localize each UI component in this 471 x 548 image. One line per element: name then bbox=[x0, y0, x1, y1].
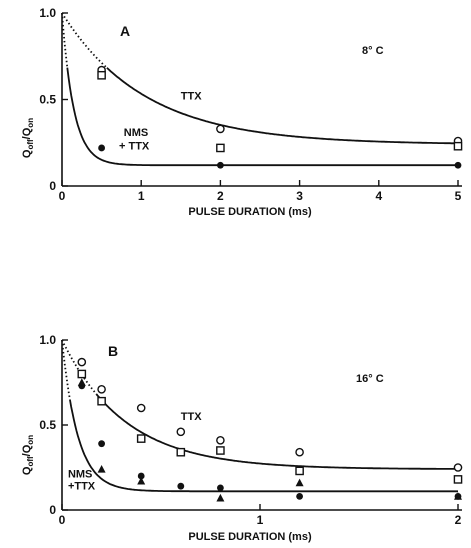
panel-b-point-open-square bbox=[296, 467, 303, 474]
panel-a-y-axis-title-sub-off: off bbox=[26, 139, 35, 150]
panel-b-point-open-circle bbox=[78, 359, 85, 366]
panel-a: 1.0 0.5 0 0 1 2 3 4 5 PULSE DURATION (ms… bbox=[21, 6, 462, 218]
panel-b-y-axis-title-sub-off: off bbox=[26, 456, 35, 467]
panel-b-point-open-square bbox=[138, 435, 145, 442]
panel-a-y-axis-title-sep: /Q bbox=[21, 127, 33, 139]
panel-a-xtick-label: 3 bbox=[296, 189, 303, 203]
panel-b-point-filled-circle bbox=[177, 483, 184, 490]
panel-a-ytick-label: 1.0 bbox=[39, 6, 56, 20]
panel-a-annotation-plus-ttx: + TTX bbox=[119, 141, 150, 153]
panel-b-point-open-circle bbox=[296, 449, 303, 456]
panel-a-letter: A bbox=[120, 23, 130, 39]
panel-b-point-open-circle bbox=[138, 404, 145, 411]
panel-b-point-open-square bbox=[217, 447, 224, 454]
panel-a-point-open-circle bbox=[217, 125, 224, 132]
panel-a-xtick-label: 5 bbox=[455, 189, 462, 203]
panel-b-data-points bbox=[78, 359, 462, 502]
panel-b-point-filled-triangle bbox=[98, 465, 106, 473]
panel-a-point-filled-circle bbox=[98, 145, 105, 152]
panel-b-y-axis-title: Qoff/Qon bbox=[21, 435, 35, 475]
panel-b-point-open-circle bbox=[98, 386, 105, 393]
panel-a-y-axis-title-sub-on: on bbox=[26, 118, 35, 128]
panel-b-xtick-label: 1 bbox=[257, 513, 264, 527]
panel-b-fit-curve-dotted bbox=[62, 340, 70, 400]
panel-a-point-filled-circle bbox=[455, 162, 462, 169]
panel-b-xtick-label: 0 bbox=[59, 513, 66, 527]
panel-a-fit-curve-dotted bbox=[62, 13, 107, 68]
panel-b-point-open-square bbox=[98, 398, 105, 405]
panel-b-x-axis-title: PULSE DURATION (ms) bbox=[188, 531, 312, 543]
panel-b-point-open-circle bbox=[454, 464, 461, 471]
panel-b-point-filled-circle bbox=[217, 485, 224, 492]
panel-a-xtick-label: 1 bbox=[138, 189, 145, 203]
panel-b-annotation-plus-ttx: +TTX bbox=[68, 481, 96, 493]
panel-b-point-open-square bbox=[177, 449, 184, 456]
panel-a-point-open-square bbox=[454, 143, 461, 150]
panel-b-letter: B bbox=[108, 343, 118, 359]
panel-b-y-axis-title-sub-on: on bbox=[26, 435, 35, 445]
panel-a-temperature-label: 8° C bbox=[362, 45, 384, 57]
panel-b: 1.0 0.5 0 0 1 2 PULSE DURATION (ms) Qoff… bbox=[21, 333, 462, 543]
panel-a-annotation-nms: NMS bbox=[124, 127, 148, 139]
panel-b-point-filled-triangle bbox=[296, 479, 304, 487]
panel-a-ytick-label: 0 bbox=[49, 179, 56, 193]
panel-b-point-open-square bbox=[78, 370, 85, 377]
panel-a-x-axis-title: PULSE DURATION (ms) bbox=[188, 206, 312, 218]
panel-b-point-filled-circle bbox=[98, 440, 105, 447]
panel-b-point-filled-triangle bbox=[137, 477, 145, 485]
panel-b-axes bbox=[62, 340, 462, 510]
panel-b-annotation-ttx: TTX bbox=[181, 411, 202, 423]
panel-b-ytick-label: 0.5 bbox=[39, 418, 56, 432]
panel-a-xtick-label: 0 bbox=[59, 189, 66, 203]
panel-b-point-filled-circle bbox=[296, 493, 303, 500]
panel-b-point-open-circle bbox=[217, 437, 224, 444]
panel-a-data-points bbox=[98, 66, 462, 168]
panel-b-point-open-circle bbox=[177, 428, 184, 435]
panel-a-xtick-label: 4 bbox=[375, 189, 382, 203]
panel-a-xtick-label: 2 bbox=[217, 189, 224, 203]
panel-b-ytick-label: 0 bbox=[49, 503, 56, 517]
panel-b-y-axis-title-sep: /Q bbox=[21, 444, 33, 456]
panel-a-annotation-ttx: TTX bbox=[181, 91, 202, 103]
panel-a-ytick-label: 0.5 bbox=[39, 93, 56, 107]
panel-b-annotation-nms: NMS bbox=[68, 469, 92, 481]
panel-a-point-open-square bbox=[217, 144, 224, 151]
panel-b-fit-curves bbox=[62, 340, 458, 491]
panel-b-xtick-label: 2 bbox=[455, 513, 462, 527]
panel-b-point-open-square bbox=[454, 476, 461, 483]
panel-a-point-open-square bbox=[98, 72, 105, 79]
panel-b-point-filled-triangle bbox=[216, 494, 224, 502]
panel-a-y-axis-title: Qoff/Qon bbox=[21, 118, 35, 158]
panel-b-fit-curve bbox=[70, 400, 458, 492]
panel-b-fit-curve bbox=[96, 394, 458, 469]
panel-b-ytick-label: 1.0 bbox=[39, 333, 56, 347]
panel-a-point-filled-circle bbox=[217, 162, 224, 169]
panel-a-fit-curve bbox=[107, 68, 458, 144]
panel-b-temperature-label: 16° C bbox=[356, 373, 384, 385]
